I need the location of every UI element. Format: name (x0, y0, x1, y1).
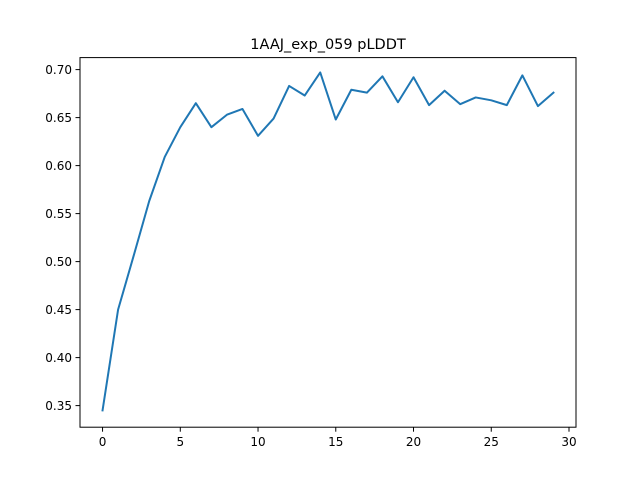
x-tick-label: 10 (250, 435, 265, 449)
series-line-0 (101, 71, 555, 412)
y-tick-label: 0.60 (45, 159, 72, 173)
y-tick-label: 0.55 (45, 207, 72, 221)
x-tick-label: 15 (328, 435, 343, 449)
x-tick-label: 5 (176, 435, 184, 449)
y-tick-label: 0.35 (45, 399, 72, 413)
y-tick-label: 0.50 (45, 255, 72, 269)
chart-title: 1AAJ_exp_059 pLDDT (250, 37, 406, 53)
x-tick-label: 20 (406, 435, 421, 449)
y-tick-label: 0.40 (45, 351, 72, 365)
y-tick-label: 0.45 (45, 303, 72, 317)
plot-area (101, 71, 555, 412)
axes: 0 5 10 15 20 25 30 0.35 0.40 0.45 0.50 0.55 0.60 0.65… (45, 57, 577, 449)
x-tick-label: 25 (484, 435, 499, 449)
x-tick-label: 30 (561, 435, 576, 449)
axes-frame (79, 57, 577, 428)
x-tick-label: 0 (99, 435, 107, 449)
y-tick-label: 0.65 (45, 111, 72, 125)
y-tick-label: 0.70 (45, 63, 72, 77)
